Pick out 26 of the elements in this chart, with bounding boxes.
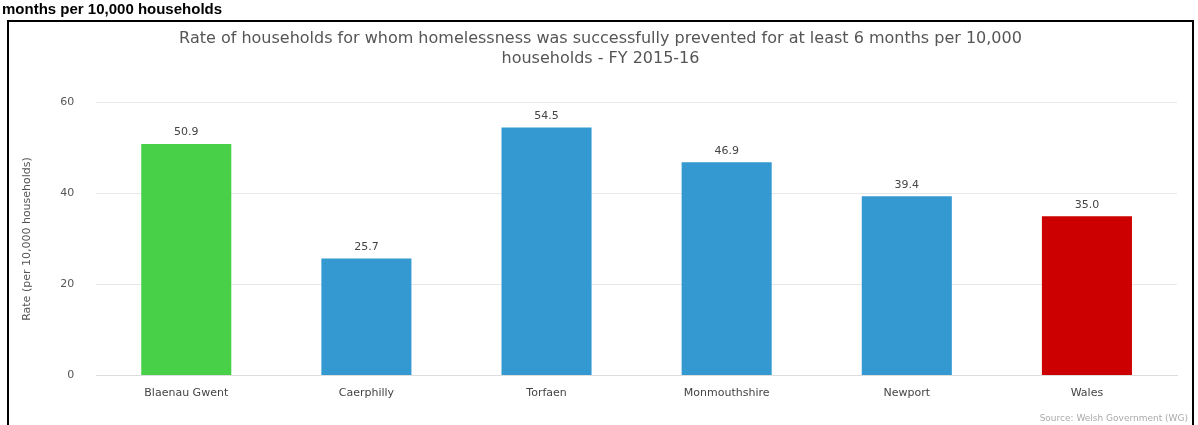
bar xyxy=(321,258,412,375)
y-tick-label: 20 xyxy=(60,277,75,291)
y-axis-title: Rate (per 10,000 households) xyxy=(20,157,34,321)
x-tick-label: Wales xyxy=(1070,385,1104,399)
bar xyxy=(1041,216,1132,375)
bar xyxy=(141,143,232,375)
source-note: Source: Welsh Government (WG) xyxy=(1039,413,1188,423)
x-tick-label: Torfaen xyxy=(525,385,567,399)
x-tick-label: Monmouthshire xyxy=(683,385,770,399)
data-label: 46.9 xyxy=(714,143,739,157)
x-tick-label: Blaenau Gwent xyxy=(144,385,229,399)
x-tick-label: Newport xyxy=(883,385,931,399)
data-label: 35.0 xyxy=(1074,197,1100,211)
y-tick-label: 0 xyxy=(67,368,75,382)
y-tick-label: 60 xyxy=(60,95,75,109)
x-tick-label: Caerphilly xyxy=(338,385,395,399)
data-label: 50.9 xyxy=(174,125,199,139)
bar xyxy=(861,196,952,375)
text: months per 10,000 households xyxy=(2,0,223,17)
data-label: 39.4 xyxy=(894,177,920,191)
data-label: 25.7 xyxy=(354,239,379,253)
bar xyxy=(681,162,772,375)
y-tick-label: 40 xyxy=(60,186,75,200)
chart-title: Rate of households for whom homelessness was successfully prevented for at least 6 months per 10,000 households - FY 2015-16 xyxy=(178,28,1023,68)
bar xyxy=(501,127,592,375)
data-label: 54.5 xyxy=(534,108,559,122)
